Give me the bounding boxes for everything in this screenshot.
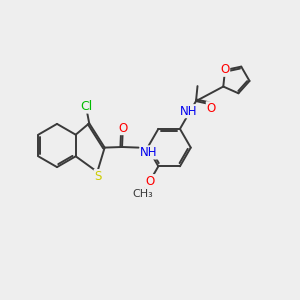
Text: CH₃: CH₃ [132, 189, 153, 199]
Text: NH: NH [140, 146, 158, 159]
Text: S: S [94, 169, 102, 183]
Text: O: O [220, 63, 230, 76]
Text: O: O [145, 175, 154, 188]
Text: O: O [118, 122, 127, 135]
Text: O: O [206, 102, 216, 115]
Text: NH: NH [180, 105, 197, 118]
Text: Cl: Cl [81, 100, 93, 113]
